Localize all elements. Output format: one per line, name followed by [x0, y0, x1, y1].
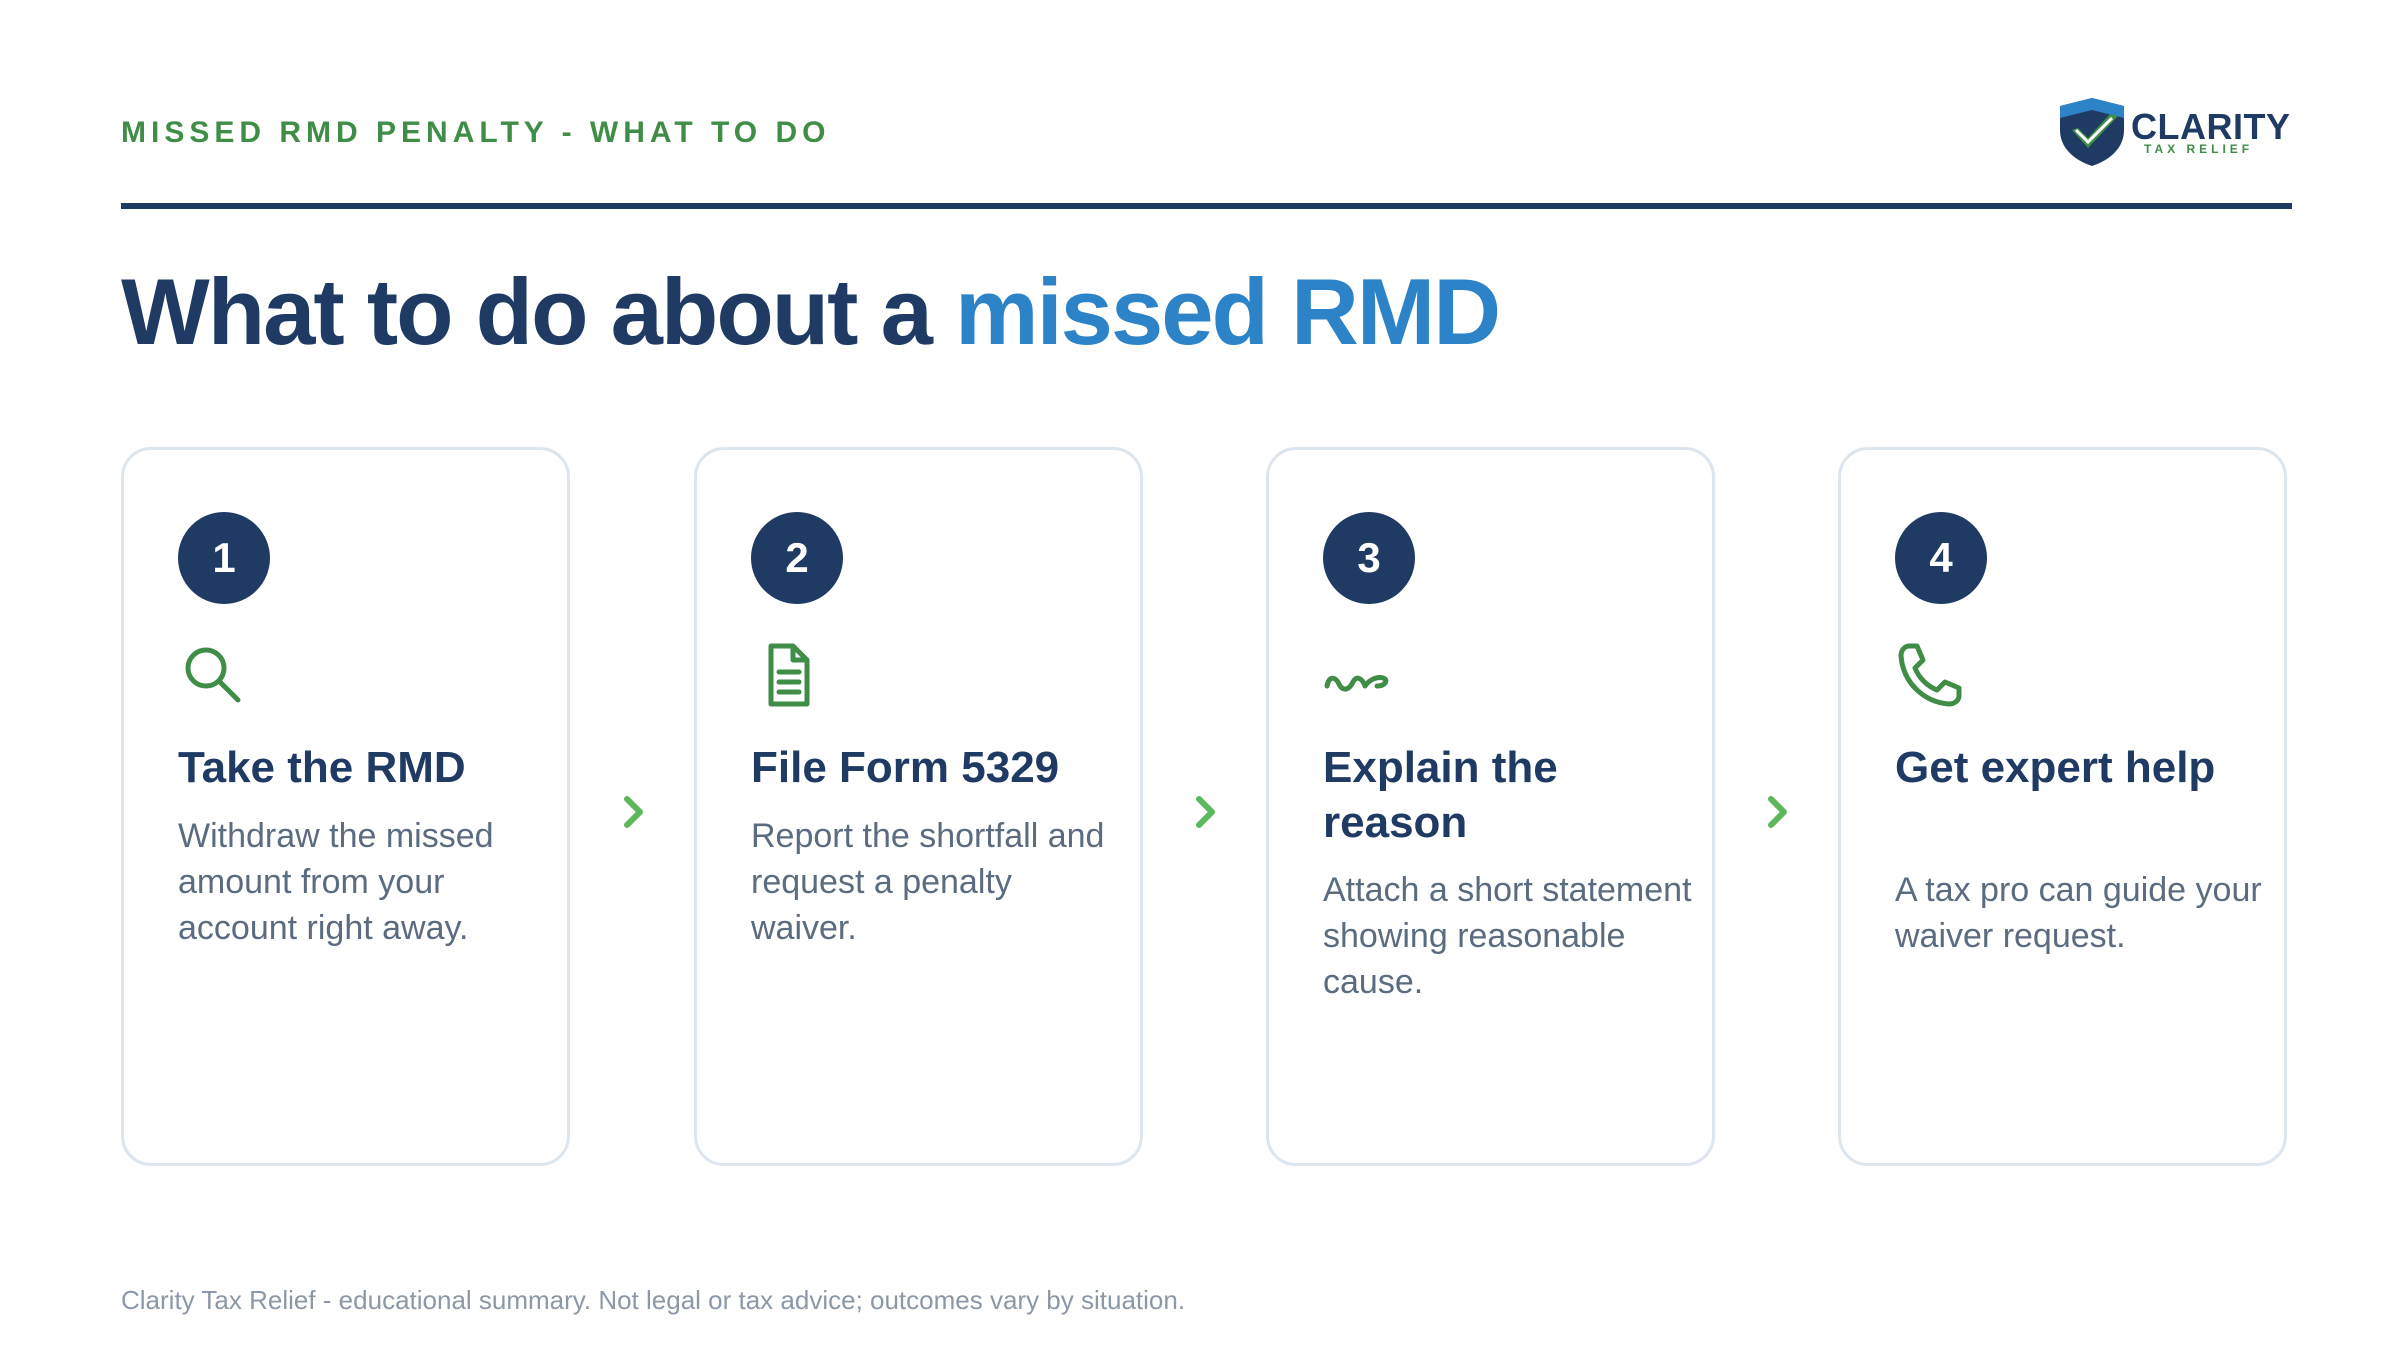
page-title-accent: missed RMD: [954, 259, 1501, 364]
step-description: Attach a short statement showing reasona…: [1323, 871, 1692, 1001]
shield-check-icon: [2060, 98, 2124, 166]
search-icon: [178, 640, 248, 710]
step-number-badge: 2: [751, 512, 843, 604]
step-number-badge: 4: [1895, 512, 1987, 604]
step-card-3: 3 Explain the reason Attach a short stat…: [1266, 447, 1715, 1166]
step-card-2: 2 File Form 5329 Report the shortfall an…: [694, 447, 1143, 1166]
phone-icon: [1895, 640, 1965, 710]
step-title: Get expert help: [1895, 743, 2216, 792]
header-divider: [121, 203, 2292, 209]
step-title: File Form 5329: [751, 743, 1060, 792]
step-description: Withdraw the missed amount from your acc…: [178, 817, 494, 947]
step-card-4: 4 Get expert help A tax pro can guide yo…: [1838, 447, 2287, 1166]
clarity-logo: CLARITY TAX RELIEF: [2054, 96, 2294, 168]
step-title: Explain the reason: [1323, 743, 1558, 847]
signature-icon: [1323, 640, 1393, 710]
page-kicker: MISSED RMD PENALTY - WHAT TO DO: [121, 116, 831, 149]
page-title-main: What to do about a: [121, 259, 955, 364]
step-title: Take the RMD: [178, 743, 466, 792]
chevron-right-icon: [1763, 792, 1793, 832]
step-number-badge: 3: [1323, 512, 1415, 604]
step-description: A tax pro can guide your waiver request.: [1895, 871, 2262, 955]
step-description: Report the shortfall and request a penal…: [751, 817, 1105, 947]
document-icon: [751, 640, 821, 710]
chevron-right-icon: [619, 792, 649, 832]
logo-subtitle: TAX RELIEF: [2144, 142, 2254, 156]
page-title: What to do about a missed RMD: [121, 258, 1501, 366]
logo-brand: CLARITY: [2131, 106, 2291, 147]
step-card-1: 1 Take the RMD Withdraw the missed amoun…: [121, 447, 570, 1166]
footer-disclaimer: Clarity Tax Relief - educational summary…: [121, 1285, 1186, 1315]
step-number-badge: 1: [178, 512, 270, 604]
chevron-right-icon: [1191, 792, 1221, 832]
